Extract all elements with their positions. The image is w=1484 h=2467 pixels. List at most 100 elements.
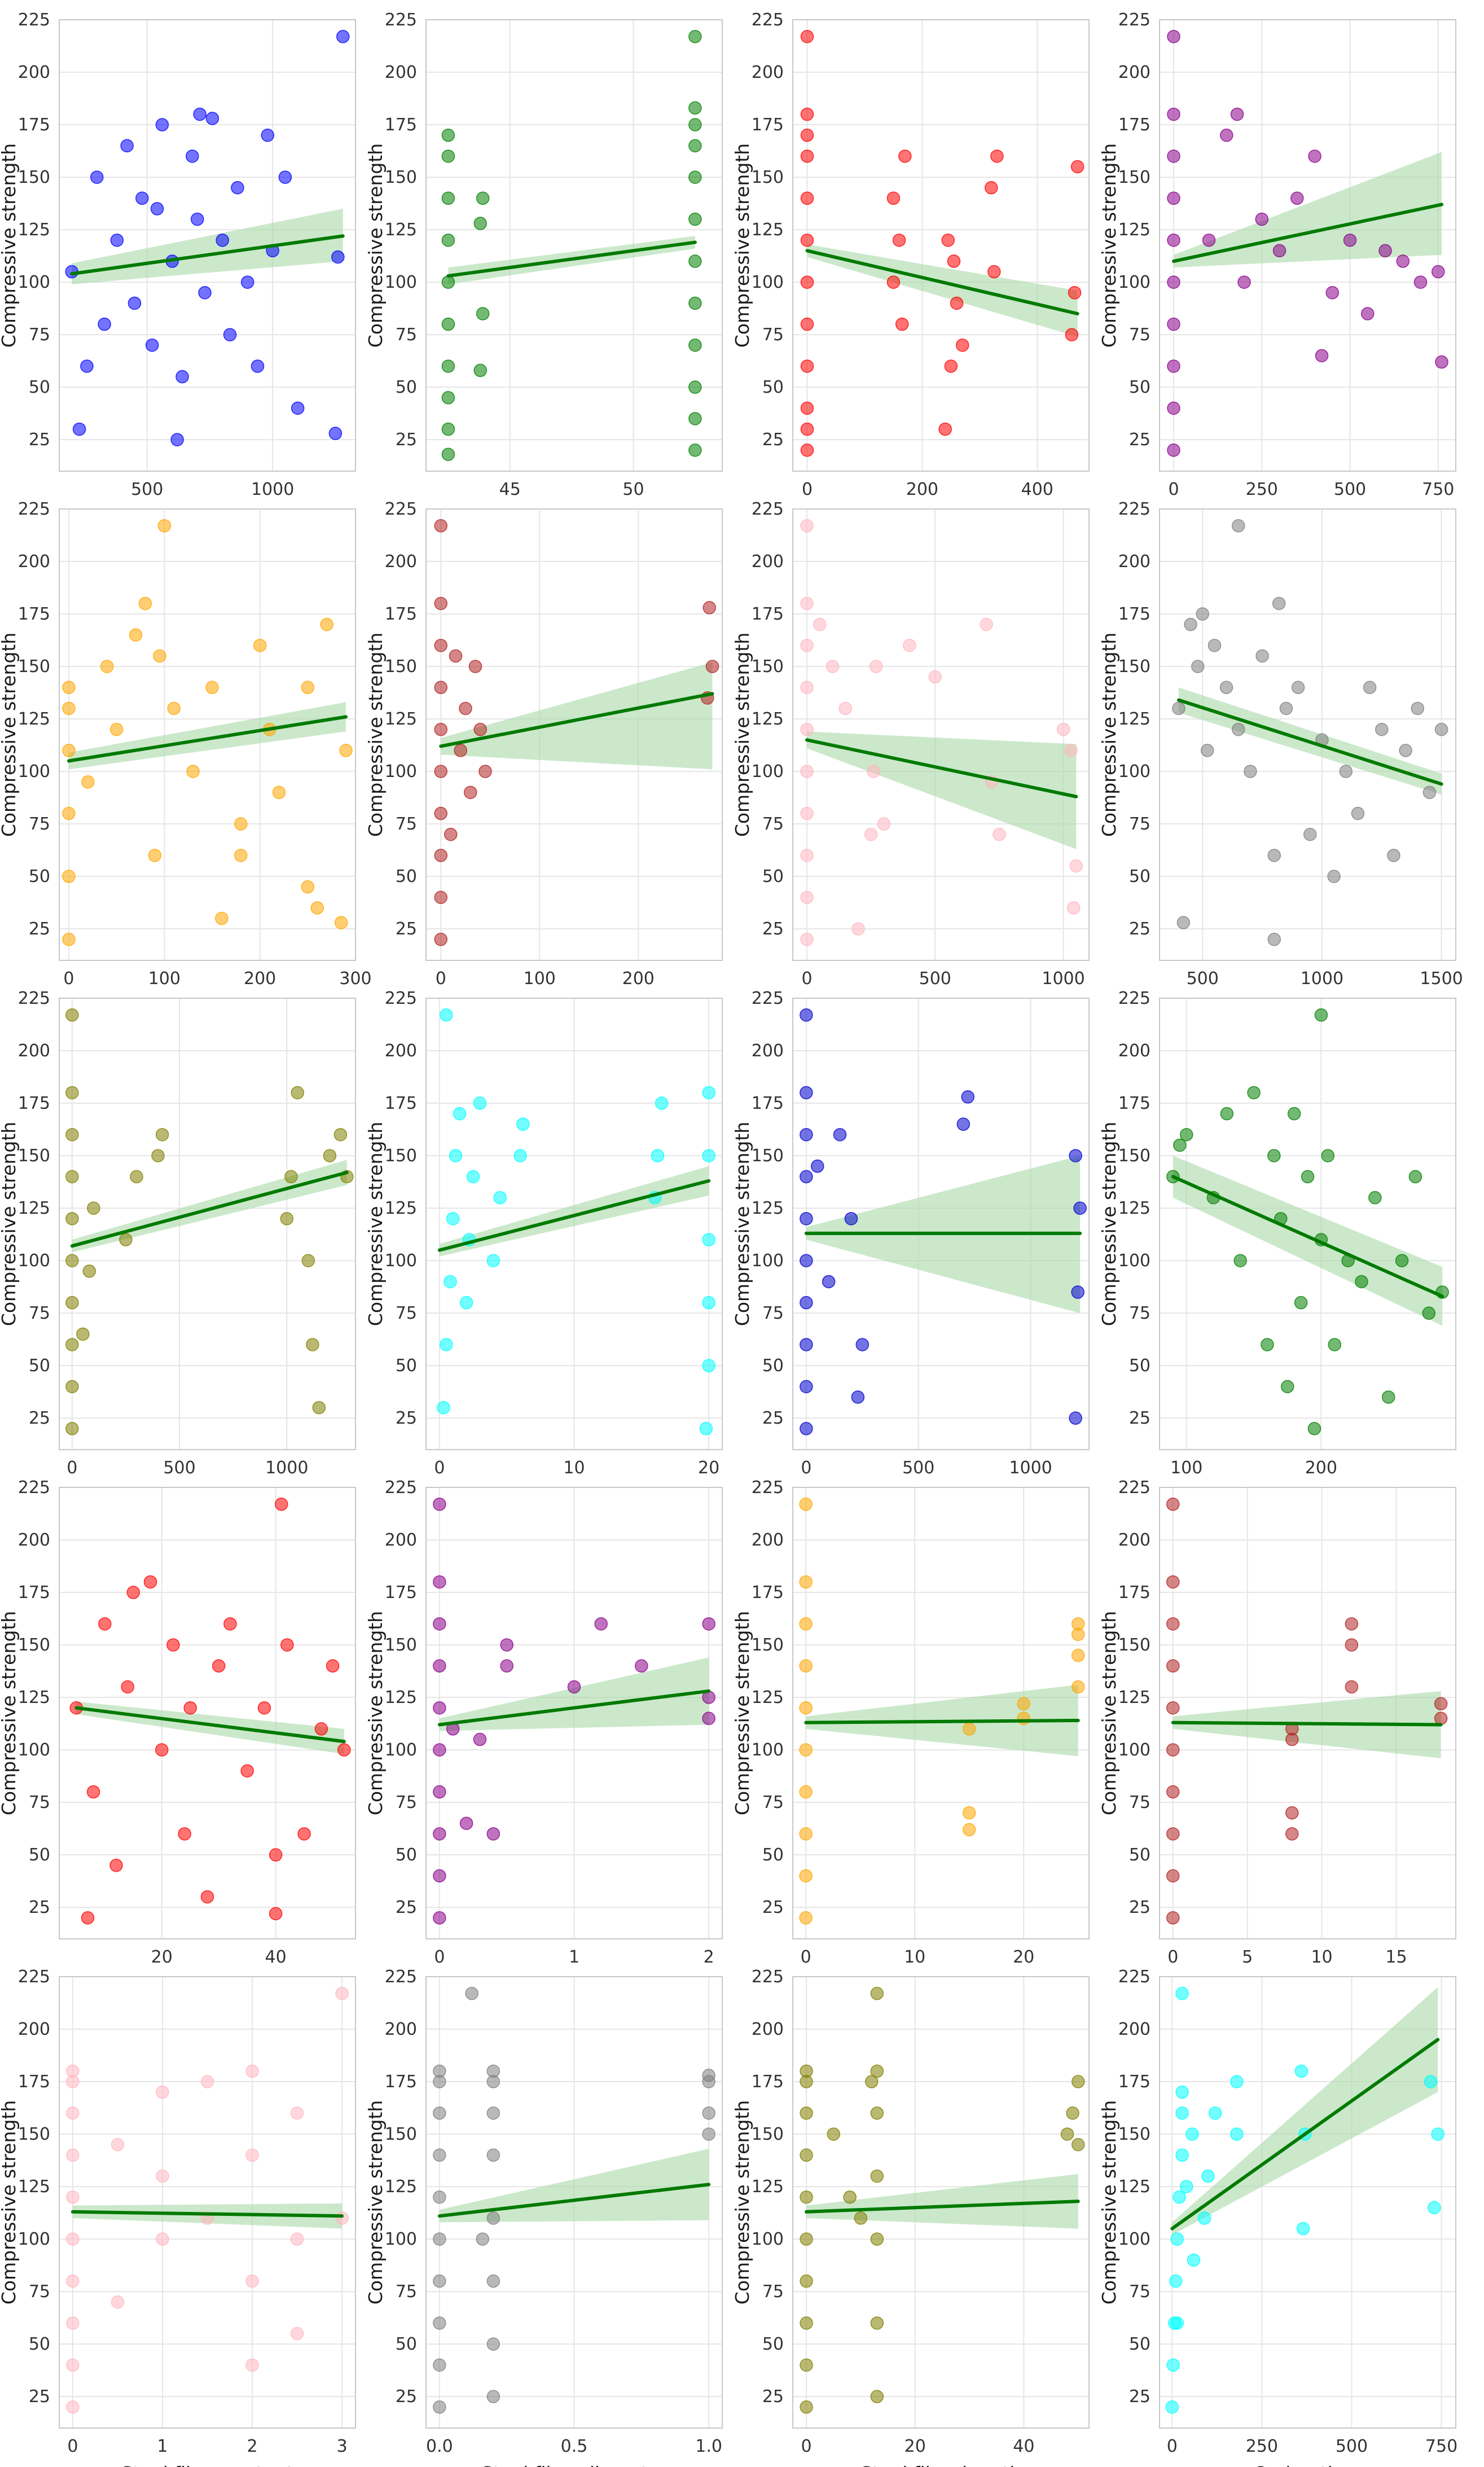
data-point xyxy=(251,359,265,373)
data-point xyxy=(433,1575,446,1589)
data-point xyxy=(1434,1711,1448,1726)
data-point xyxy=(1375,722,1389,736)
data-point xyxy=(216,233,229,247)
y-tick-label: 200 xyxy=(752,1041,784,1061)
y-tick-label: 125 xyxy=(752,1688,784,1707)
y-tick-label: 175 xyxy=(752,115,784,135)
plot-frame xyxy=(1159,998,1456,1450)
data-point xyxy=(870,2316,884,2330)
y-tick-label: 125 xyxy=(385,2177,417,2197)
data-point xyxy=(702,2127,715,2141)
data-point xyxy=(1166,1659,1180,1673)
data-point xyxy=(1422,785,1437,800)
data-point xyxy=(337,1743,351,1757)
data-point xyxy=(65,1008,79,1022)
data-point xyxy=(800,1008,813,1022)
data-point xyxy=(688,254,702,268)
plot-area xyxy=(793,20,1089,471)
data-point xyxy=(702,1086,715,1100)
y-tick-label: 75 xyxy=(1129,325,1151,345)
y-tick-label: 25 xyxy=(29,430,50,450)
data-point xyxy=(800,722,814,736)
y-tick-label: 175 xyxy=(1118,1583,1151,1603)
x-tick-label: 20 xyxy=(905,2437,926,2456)
data-point xyxy=(65,1170,79,1184)
data-point xyxy=(867,765,880,778)
data-point xyxy=(1424,2075,1438,2088)
data-point xyxy=(444,1275,457,1289)
data-point xyxy=(215,911,229,925)
data-point xyxy=(1167,150,1180,163)
y-tick-label: 100 xyxy=(18,2229,50,2249)
y-tick-label: 125 xyxy=(1118,2177,1151,2197)
confidence-band xyxy=(439,2149,709,2223)
data-point xyxy=(1066,2106,1079,2120)
data-point xyxy=(1175,2106,1189,2120)
y-tick-label: 225 xyxy=(385,1478,417,1498)
y-tick-label: 125 xyxy=(18,1688,50,1707)
y-tick-label: 200 xyxy=(18,2020,50,2039)
data-point xyxy=(119,1233,133,1246)
data-point xyxy=(186,765,200,778)
data-point xyxy=(1272,244,1287,258)
data-point xyxy=(486,2064,500,2078)
data-point xyxy=(444,827,458,841)
data-point xyxy=(1395,1254,1409,1267)
data-point xyxy=(245,2274,259,2288)
x-axis-label: Curing time xyxy=(1253,2462,1363,2467)
y-tick-label: 25 xyxy=(762,1898,784,1917)
data-point xyxy=(800,2075,813,2088)
data-point xyxy=(699,1422,713,1436)
data-point xyxy=(486,1254,500,1267)
y-axis-label: Compressive strength xyxy=(1098,1611,1120,1815)
data-point xyxy=(301,880,315,894)
data-point xyxy=(310,901,324,915)
data-point xyxy=(150,202,164,216)
data-point xyxy=(66,2400,80,2414)
trend-line xyxy=(1172,203,1443,263)
x-tick-label: 100 xyxy=(1170,1458,1202,1478)
x-tick-label: 0 xyxy=(1167,2437,1178,2456)
y-tick-label: 25 xyxy=(762,2387,784,2407)
x-tick-label: 0 xyxy=(801,2437,812,2456)
data-point xyxy=(854,2211,868,2225)
x-tick-label: 10 xyxy=(1311,1947,1332,1967)
trend-line xyxy=(71,2210,344,2218)
y-tick-label: 150 xyxy=(752,1146,784,1166)
data-point xyxy=(486,2274,500,2288)
data-point xyxy=(903,639,916,652)
y-tick-label: 50 xyxy=(29,1845,50,1865)
x-tick-label: 2 xyxy=(704,1947,714,1967)
data-point xyxy=(702,1233,715,1246)
trend-line xyxy=(437,1689,711,1727)
y-axis-label: Compressive strength xyxy=(0,2100,20,2304)
data-point xyxy=(800,681,814,695)
data-point xyxy=(800,1170,813,1184)
data-point xyxy=(111,2137,125,2152)
y-tick-label: 150 xyxy=(385,2124,417,2144)
data-point xyxy=(1345,1617,1359,1631)
plot-frame xyxy=(425,998,723,1450)
data-point xyxy=(962,1722,976,1736)
data-point xyxy=(1296,2222,1310,2236)
data-point xyxy=(962,1806,976,1820)
y-tick-label: 100 xyxy=(18,1740,50,1760)
data-point xyxy=(1197,2211,1211,2225)
data-point xyxy=(65,1086,79,1100)
data-point xyxy=(109,722,124,736)
y-tick-label: 150 xyxy=(385,168,417,187)
data-point xyxy=(434,933,447,946)
y-tick-label: 50 xyxy=(396,377,417,397)
data-point xyxy=(121,1680,134,1694)
data-point xyxy=(433,1911,446,1925)
y-axis-label: Compressive strength xyxy=(365,143,387,348)
y-tick-label: 225 xyxy=(752,989,784,1008)
plot-frame xyxy=(59,998,356,1450)
x-tick-label: 1000 xyxy=(251,480,294,499)
x-tick-label: 1000 xyxy=(1009,1458,1052,1478)
y-tick-label: 200 xyxy=(752,552,784,572)
data-point xyxy=(1173,1138,1187,1152)
y-tick-label: 175 xyxy=(18,2072,50,2092)
data-point xyxy=(1435,355,1448,369)
confidence-band xyxy=(439,1657,709,1731)
